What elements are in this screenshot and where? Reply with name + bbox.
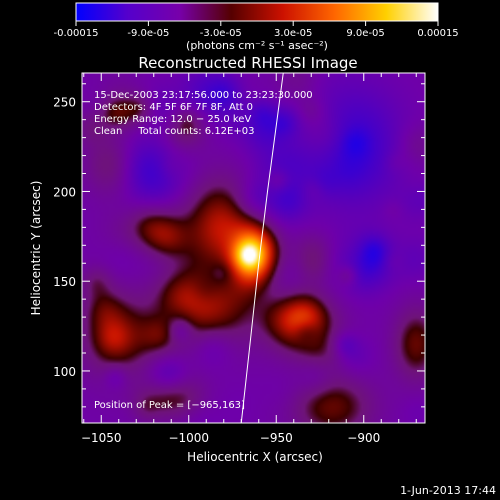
colorbar-tick-label: -9.0e-05 [127,28,169,39]
info-line-time: 15-Dec-2003 23:17:56.000 to 23:23:30.000 [94,90,313,101]
axis-ticks: −1050 −1000 −950 −900 100 150 200 250 [53,73,425,445]
x-tick-label: −900 [347,431,380,445]
x-tick-label: −950 [260,431,293,445]
x-tick-label: −1050 [81,431,122,445]
colorbar-units-label: (photons cm⁻² s⁻¹ asec⁻²) [186,39,328,52]
peak-position-label: Position of Peak = [−965,163] [94,400,245,411]
info-line-energy: Energy Range: 12.0 − 25.0 keV [94,114,251,125]
info-block: 15-Dec-2003 23:17:56.000 to 23:23:30.000… [94,90,313,137]
y-axis-label: Heliocentric Y (arcsec) [29,181,43,316]
x-axis-label: Heliocentric X (arcsec) [187,450,323,464]
plot-frame [81,72,426,424]
info-line-clean: Clean Total counts: 6.12E+03 [94,126,254,137]
y-tick-label: 100 [53,365,76,379]
y-tick-label: 200 [53,185,76,199]
colorbar [75,2,439,22]
colorbar-tick-label: 3.0e-05 [274,28,312,39]
colorbar-tick-label: -0.00015 [54,28,99,39]
y-tick-label: 250 [53,96,76,110]
info-line-detectors: Detectors: 4F 5F 6F 7F 8F, Att 0 [94,102,253,113]
chart-title: Reconstructed RHESSI Image [138,54,357,72]
y-tick-label: 150 [53,275,76,289]
solar-limb-line [240,73,284,423]
colorbar-tick-label: 0.00015 [417,28,458,39]
colorbar-tick-label: 9.0e-05 [346,28,384,39]
colorbar-tick-label: -3.0e-05 [200,28,242,39]
footer-timestamp: 1-Jun-2013 17:44 [400,484,496,497]
colorbar-ticks: -0.00015 -9.0e-05 -3.0e-05 3.0e-05 9.0e-05 0.… [54,21,459,39]
x-tick-label: −1000 [168,431,209,445]
heatmap-image [82,73,425,423]
